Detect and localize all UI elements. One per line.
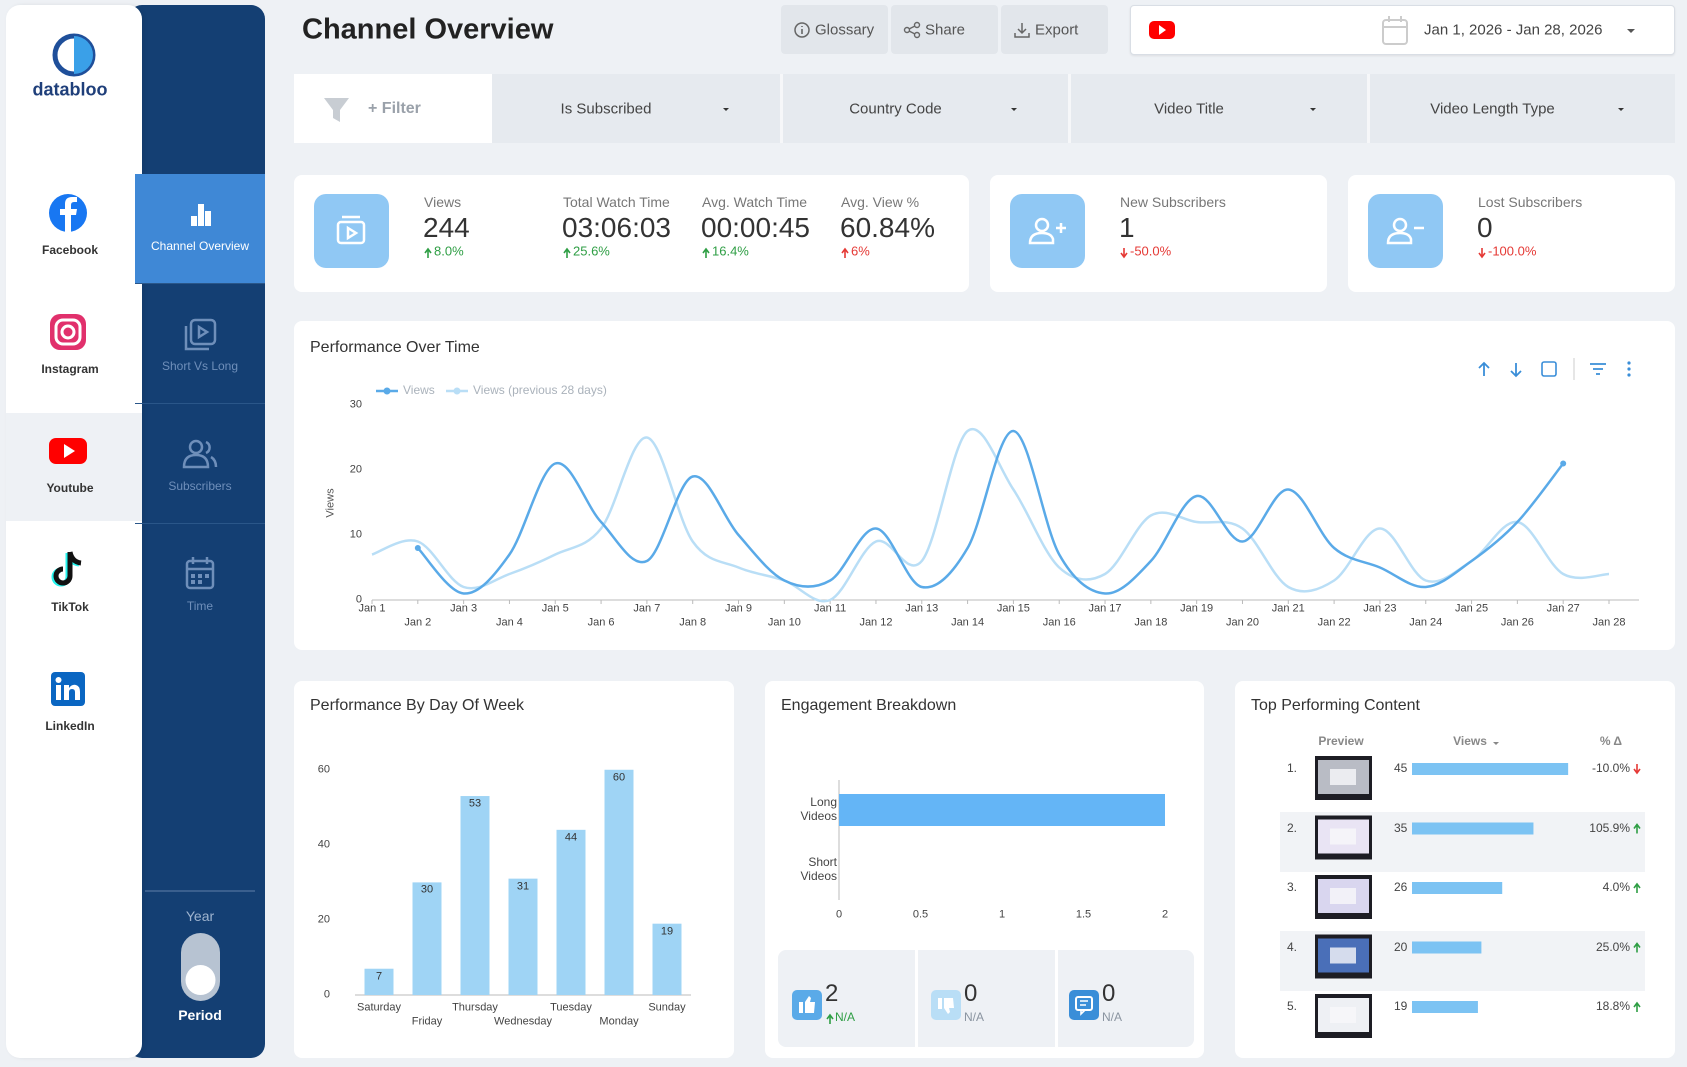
nav-icon [205,574,209,578]
platform-icon [49,194,87,232]
thumbnail [1330,769,1356,785]
nav-icon [205,211,211,226]
bar [413,882,442,995]
trend-arrow [703,249,709,258]
kpi-icon-glyph [1036,219,1048,231]
views-bar [1412,942,1481,954]
platform-icon [51,672,85,706]
trend-arrow [1479,248,1485,257]
nav-icon [184,442,216,467]
trend-arrow [1121,248,1127,257]
views-bar [1412,763,1568,775]
line-point [415,545,421,551]
toolbar-icon [1479,363,1489,376]
platform-icon [54,552,81,584]
bar [461,796,490,995]
views-bar [1412,1001,1478,1013]
calendar-icon [1383,16,1407,27]
thumbnail [1330,948,1356,964]
nav-icon [186,326,209,349]
button-icon [915,33,920,38]
legend-swatch [454,388,461,395]
button-icon [905,28,910,33]
toolbar-icon [1511,363,1521,376]
bar [605,770,634,995]
toolbar-icon [1627,373,1630,376]
platform-icon [50,314,86,350]
kpi-icon-glyph [338,222,364,243]
nav-icon [190,441,202,453]
trend-arrow [564,249,570,258]
nav-icon [191,580,195,584]
toolbar-icon [1627,367,1630,370]
dropdown-caret [1627,29,1635,33]
trend-arrow [1634,764,1640,773]
nav-icon [191,574,195,578]
nav-icon [191,320,215,344]
bar [365,969,394,995]
trend-arrow [425,249,431,258]
sort-caret [1493,742,1499,745]
trend-arrow [1634,884,1640,893]
calendar-icon [1383,20,1407,44]
dropdown-caret [1310,108,1316,111]
funnel-icon [324,98,349,122]
nav-icon [198,580,202,584]
nav-icon [198,204,204,226]
platform-icon [49,438,87,464]
toolbar-icon [1627,361,1630,364]
kpi-icon-glyph [1394,219,1406,231]
line-series [372,429,1609,601]
views-bar [1412,823,1533,835]
nav-icon [187,557,213,569]
kpi-icon-glyph [1388,228,1424,243]
bar [653,924,682,995]
trend-arrow [1634,825,1640,834]
linkedin-icon [56,685,61,700]
nav-icon [191,216,197,226]
tiktok-icon [56,552,81,583]
thumbnail [1330,1007,1356,1023]
trend-arrow [1634,1003,1640,1012]
kpi-icon-glyph [342,217,360,238]
thumbnail [1330,829,1356,845]
toggle-knob [186,965,216,995]
toolbar-icon [1542,362,1556,376]
trend-arrow [1634,944,1640,953]
legend-swatch [384,388,391,395]
button-icon [915,23,920,28]
nav-icon [198,574,202,578]
dropdown-caret [1618,108,1624,111]
linkedin-icon [56,677,62,683]
bar [557,830,586,995]
dropdown-caret [723,108,729,111]
line-series [418,431,1563,594]
trend-arrow [842,249,848,258]
bar [509,879,538,995]
toolbar-icon [1590,364,1606,374]
trend-arrow [827,1015,833,1024]
thumbnail [1330,888,1356,904]
bar [839,794,1165,826]
dropdown-caret [1011,108,1017,111]
views-bar [1412,882,1502,894]
line-point [1560,461,1566,467]
button-icon [1015,23,1029,37]
